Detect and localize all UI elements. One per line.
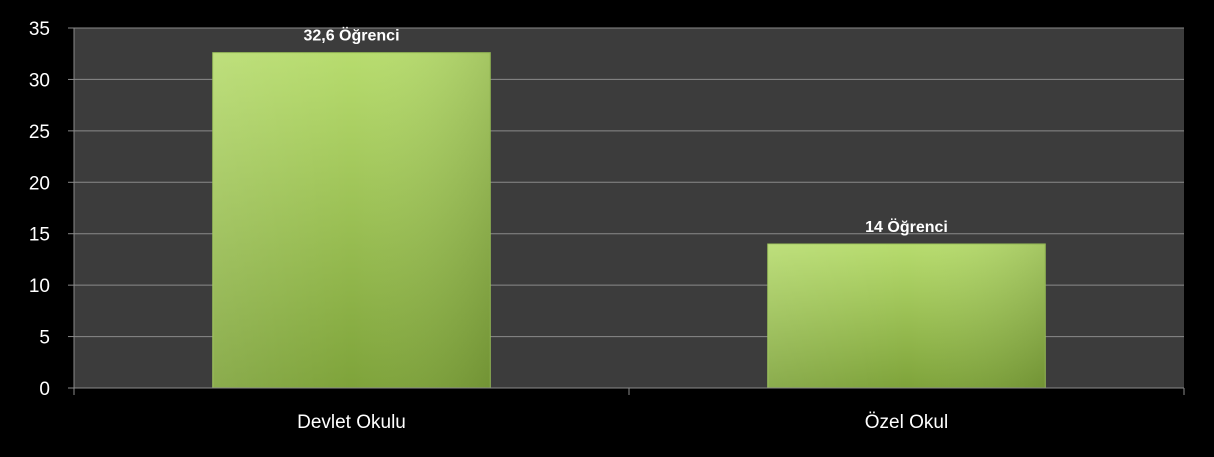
y-tick-label: 25	[29, 122, 50, 143]
x-category-label: Özel Okul	[865, 412, 948, 433]
bar-sheen	[212, 52, 491, 388]
y-tick-label: 30	[29, 70, 50, 91]
y-tick-label: 0	[39, 379, 50, 400]
y-tick-label: 15	[29, 225, 50, 246]
y-tick-label: 35	[29, 19, 50, 40]
y-tick-label: 10	[29, 276, 50, 297]
labels: 0 5 10 15 20 25 30 35 32,6 Öğrenci Devlet Okulu 14…	[29, 19, 948, 433]
data-label: 32,6 Öğrenci	[303, 26, 399, 45]
axes	[68, 27, 1185, 395]
y-tick-label: 5	[39, 328, 50, 349]
x-category-label: Devlet Okulu	[297, 412, 406, 433]
y-tick-label: 20	[29, 173, 50, 194]
bars	[212, 52, 1046, 389]
data-label: 14 Öğrenci	[865, 217, 948, 236]
bar-sheen	[767, 244, 1046, 388]
